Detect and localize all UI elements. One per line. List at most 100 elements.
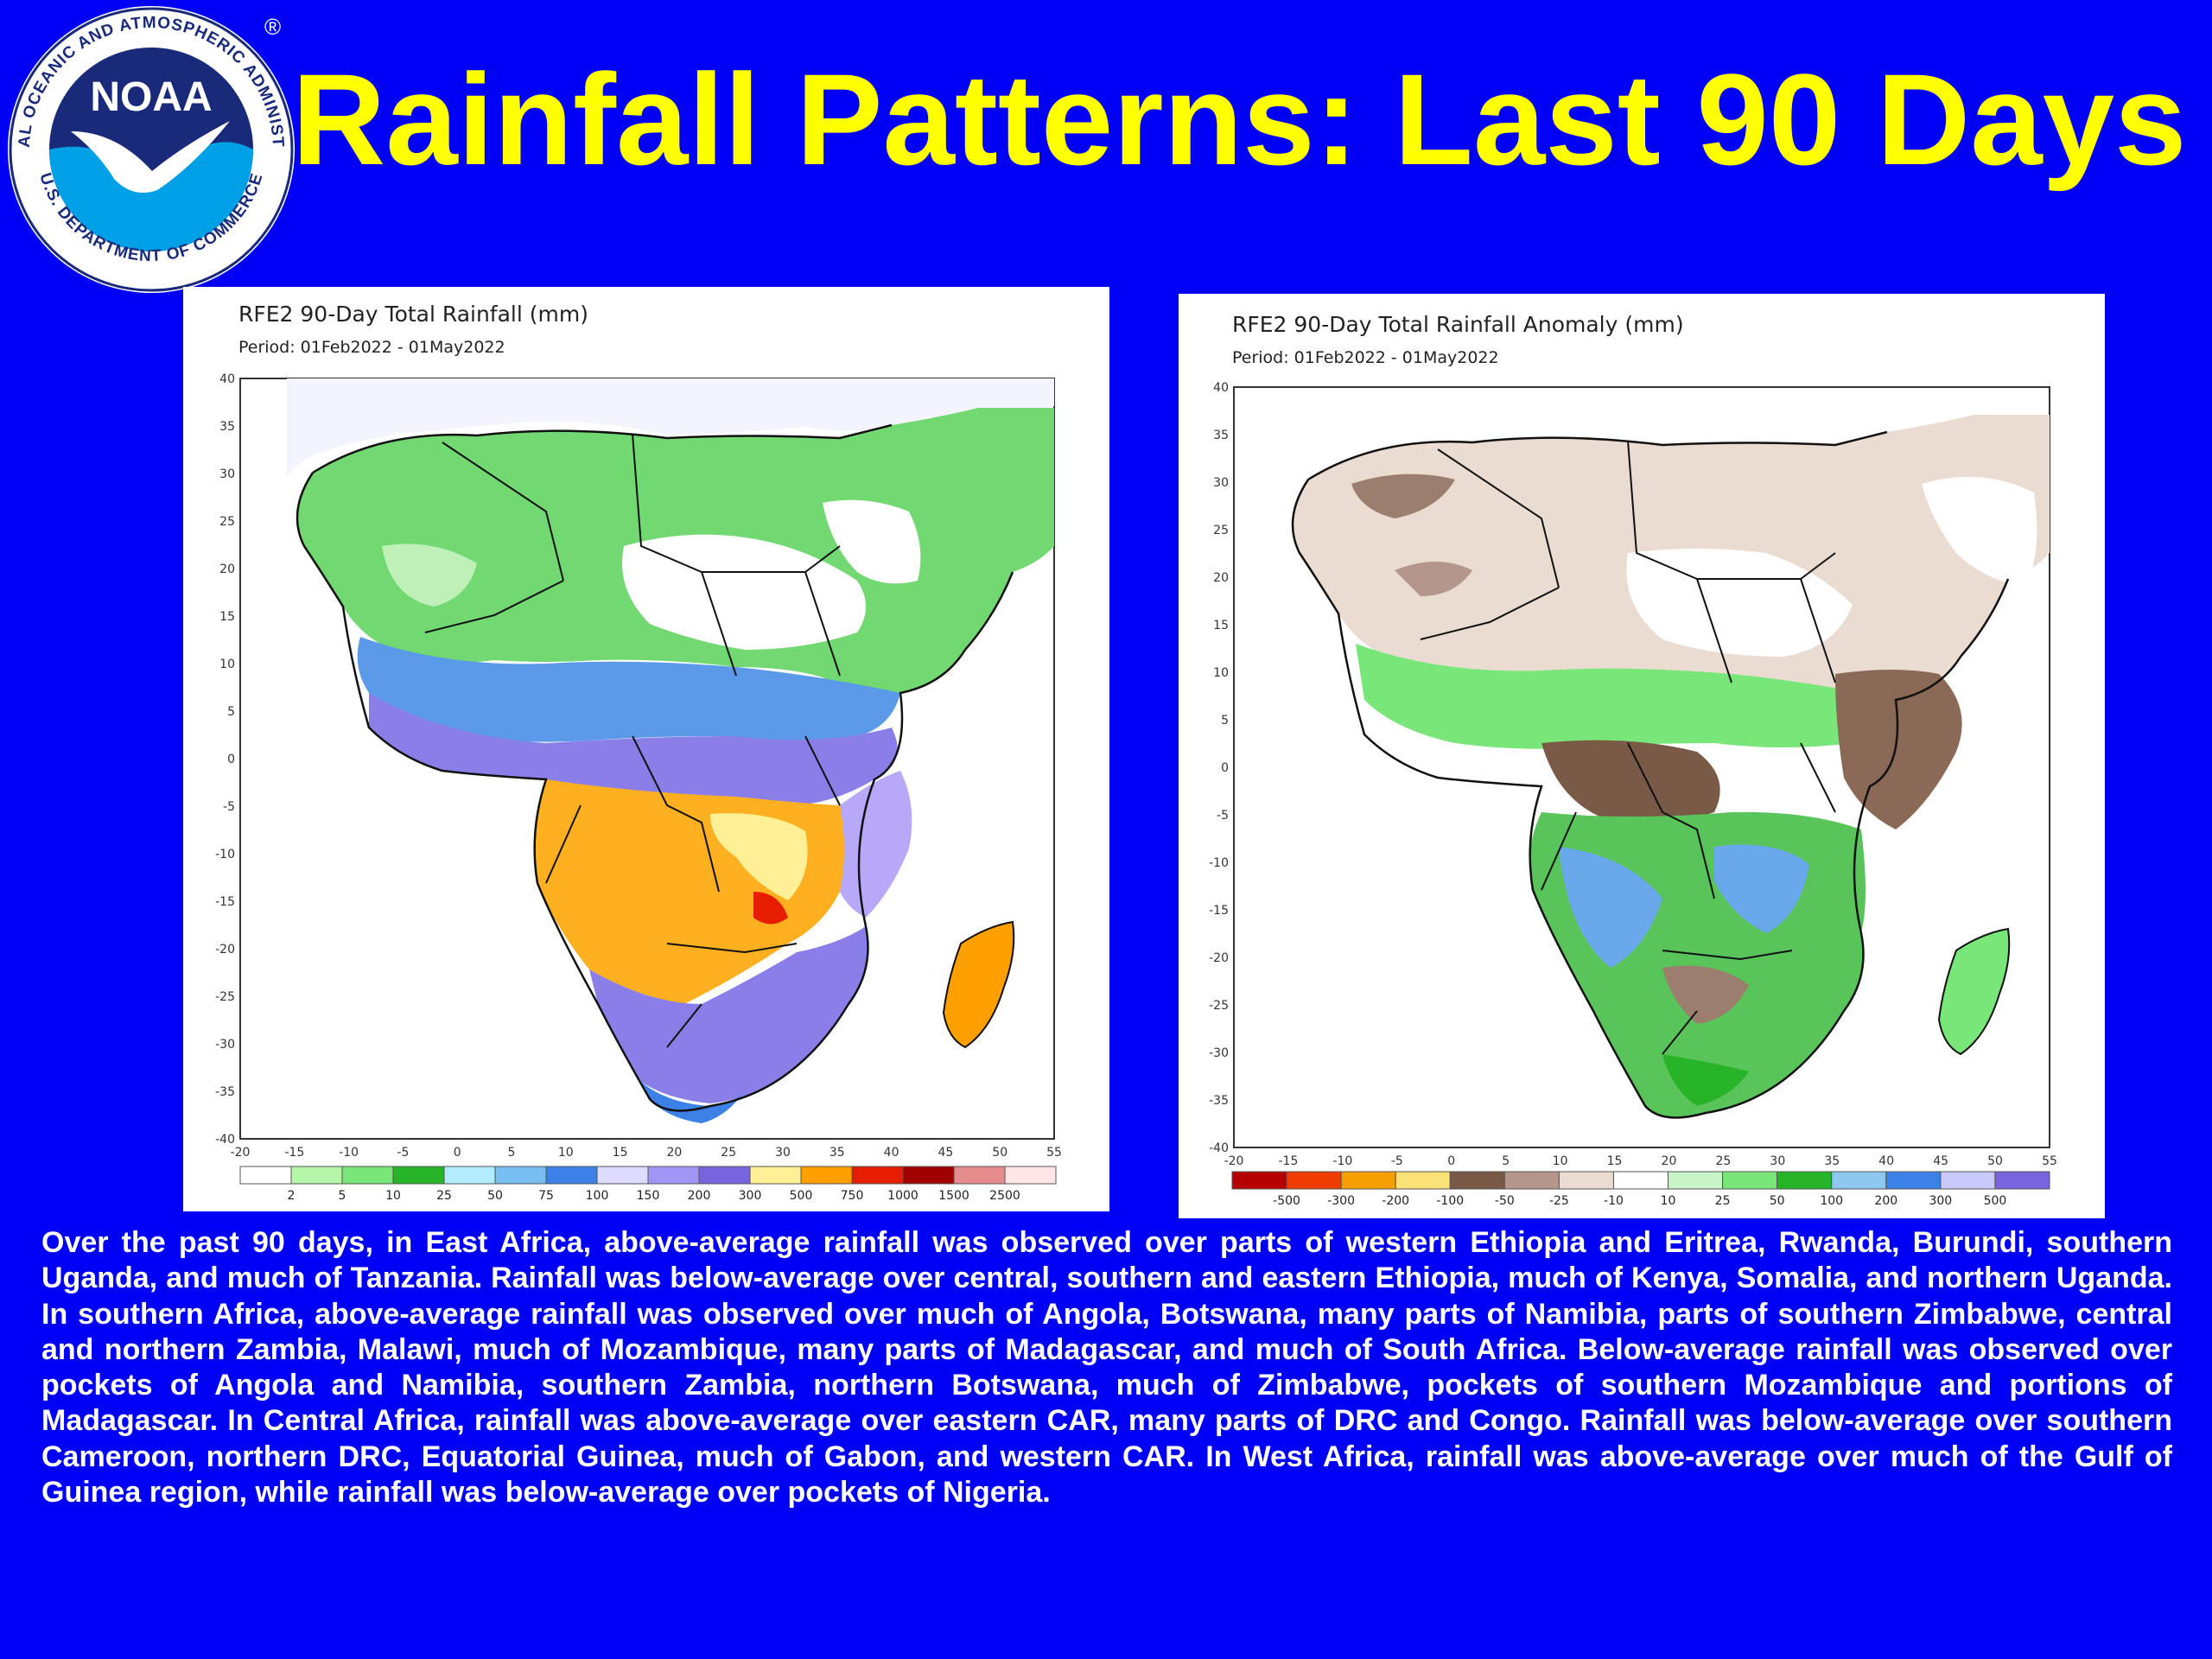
legend-label: 200 xyxy=(1874,1194,1897,1208)
lon-tick-label: 10 xyxy=(558,1146,574,1160)
legend-swatch xyxy=(392,1166,445,1185)
legend-swatch xyxy=(1722,1171,1778,1190)
lat-tick-label: 15 xyxy=(219,610,235,624)
legend-swatch xyxy=(596,1166,649,1185)
lat-tick-label: 20 xyxy=(1213,571,1229,585)
rainfall-anomaly-map-panel: RFE2 90-Day Total Rainfall Anomaly (mm) … xyxy=(1179,294,2105,1218)
legend-swatch xyxy=(1395,1171,1451,1190)
lat-tick-label: 10 xyxy=(1213,666,1229,680)
legend-label: -200 xyxy=(1382,1194,1409,1208)
lat-tick-label: -20 xyxy=(215,943,235,957)
legend-label: 50 xyxy=(487,1189,503,1203)
lon-tick-label: 10 xyxy=(1553,1154,1568,1168)
lat-tick-label: -20 xyxy=(1209,951,1229,965)
legend-swatch xyxy=(647,1166,700,1185)
registered-mark: ® xyxy=(264,14,281,40)
lon-tick-label: 35 xyxy=(830,1146,845,1160)
lat-tick-label: -35 xyxy=(215,1085,235,1099)
legend-swatch xyxy=(1612,1171,1669,1190)
legend-label: 2 xyxy=(288,1189,296,1203)
lon-tick-label: 0 xyxy=(1447,1154,1455,1168)
lon-tick-label: 25 xyxy=(721,1146,736,1160)
legend-label: 50 xyxy=(1770,1194,1785,1208)
lat-tick-label: -5 xyxy=(223,800,235,814)
lat-tick-label: -10 xyxy=(215,848,235,861)
legend-swatch xyxy=(698,1166,751,1185)
legend-label: 25 xyxy=(1715,1194,1731,1208)
legend-swatch xyxy=(1558,1171,1614,1190)
legend-swatch xyxy=(800,1166,853,1185)
map-legend: 2 5 10 25 50 75 100 150 200 300 500 750 1000 1500 2500 xyxy=(239,1166,1057,1203)
legend-swatch xyxy=(1286,1171,1342,1190)
lat-tick-label: -35 xyxy=(1209,1094,1229,1108)
legend-label: 75 xyxy=(538,1189,554,1203)
lon-tick-label: 20 xyxy=(1662,1154,1677,1168)
lat-tick-label: 0 xyxy=(227,753,235,766)
legend-swatch xyxy=(1885,1171,1942,1190)
map-title: RFE2 90-Day Total Rainfall (mm) xyxy=(238,302,588,327)
lon-tick-label: 35 xyxy=(1824,1154,1840,1168)
lat-tick-label: -5 xyxy=(1217,809,1229,823)
rainfall-total-map-panel: RFE2 90-Day Total Rainfall (mm) Period: … xyxy=(183,287,1109,1211)
legend-label: 1500 xyxy=(938,1189,969,1203)
lon-tick-label: -15 xyxy=(1278,1154,1298,1168)
lon-tick-label: 20 xyxy=(666,1146,682,1160)
lon-tick-label: 55 xyxy=(2042,1154,2057,1168)
legend-swatch xyxy=(290,1166,343,1185)
legend-label: 25 xyxy=(436,1189,452,1203)
legend-label: 200 xyxy=(688,1189,711,1203)
legend-swatch xyxy=(1940,1171,1996,1190)
rainfall-total-map: RFE2 90-Day Total Rainfall (mm) Period: … xyxy=(215,302,1062,1203)
lat-tick-label: 30 xyxy=(1213,476,1229,490)
legend-swatch xyxy=(1831,1171,1887,1190)
map-period: Period: 01Feb2022 - 01May2022 xyxy=(238,338,505,357)
legend-label: -500 xyxy=(1273,1194,1300,1208)
lon-tick-label: 50 xyxy=(992,1146,1007,1160)
summary-paragraph: Over the past 90 days, in East Africa, a… xyxy=(41,1226,2172,1510)
legend-label: 500 xyxy=(790,1189,813,1203)
lat-tick-label: -30 xyxy=(215,1038,235,1052)
legend-swatch xyxy=(1994,1171,2050,1190)
lat-tick-label: -25 xyxy=(215,990,235,1004)
lon-tick-label: 45 xyxy=(938,1146,953,1160)
legend-swatch xyxy=(239,1166,292,1185)
legend-label: 5 xyxy=(339,1189,346,1203)
legend-swatch xyxy=(1777,1171,1833,1190)
lon-tick-label: -5 xyxy=(397,1146,409,1160)
lat-tick-label: -10 xyxy=(1209,856,1229,870)
map-axis-ticks: 4035302520151050-5-10-15-20-25-30-35-40-… xyxy=(1209,381,2057,1168)
lon-tick-label: 45 xyxy=(1933,1154,1948,1168)
legend-label: 100 xyxy=(1820,1194,1843,1208)
legend-label: -100 xyxy=(1436,1194,1464,1208)
legend-swatch xyxy=(1231,1171,1287,1190)
lat-tick-label: 35 xyxy=(1213,429,1229,442)
legend-label: 2500 xyxy=(989,1189,1020,1203)
map-period: Period: 01Feb2022 - 01May2022 xyxy=(1232,348,1499,367)
legend-swatch xyxy=(1503,1171,1560,1190)
lat-tick-label: 15 xyxy=(1213,619,1229,632)
lat-tick-label: 25 xyxy=(219,515,235,529)
legend-swatch xyxy=(494,1166,547,1185)
lon-tick-label: -15 xyxy=(284,1146,304,1160)
legend-swatch xyxy=(902,1166,955,1185)
lat-tick-label: 35 xyxy=(219,420,235,434)
lon-tick-label: -10 xyxy=(1332,1154,1352,1168)
page-title: Rainfall Patterns: Last 90 Days xyxy=(292,47,2187,192)
legend-label: 300 xyxy=(739,1189,762,1203)
legend-swatch xyxy=(1449,1171,1505,1190)
lat-tick-label: -15 xyxy=(1209,904,1229,918)
legend-label: 10 xyxy=(1661,1194,1676,1208)
legend-swatch xyxy=(545,1166,598,1185)
legend-swatch xyxy=(1340,1171,1396,1190)
legend-label: 300 xyxy=(1929,1194,1952,1208)
legend-label: 1000 xyxy=(887,1189,918,1203)
lon-tick-label: 30 xyxy=(775,1146,791,1160)
lat-tick-label: 5 xyxy=(227,705,235,719)
lon-tick-label: -20 xyxy=(1224,1154,1244,1168)
lon-tick-label: 15 xyxy=(613,1146,628,1160)
lon-tick-label: 25 xyxy=(1715,1154,1731,1168)
lat-tick-label: -15 xyxy=(215,895,235,909)
lat-tick-label: 5 xyxy=(1221,714,1229,728)
legend-label: 100 xyxy=(586,1189,609,1203)
legend-label: -10 xyxy=(1604,1194,1624,1208)
